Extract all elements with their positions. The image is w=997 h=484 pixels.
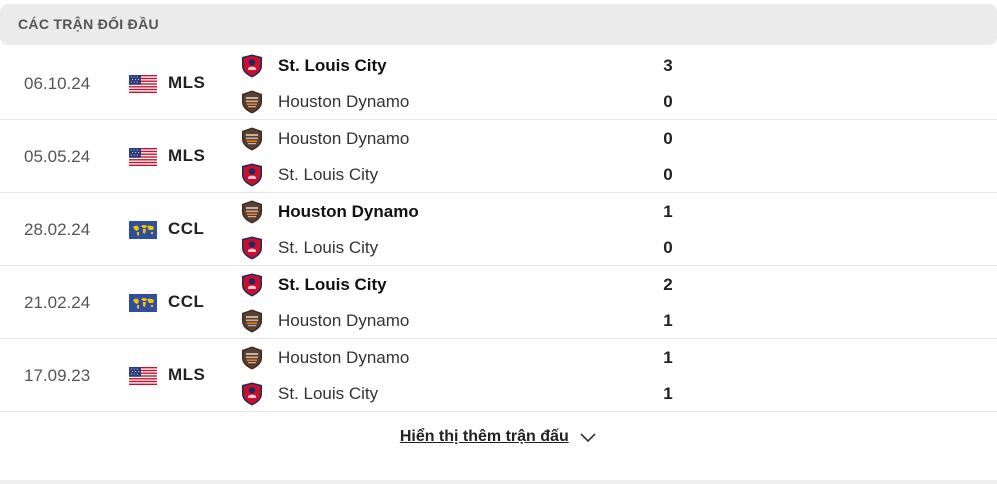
- st-louis-city-crest-icon: [241, 382, 263, 406]
- show-more-link[interactable]: Hiển thị thêm trận đấu: [399, 428, 569, 445]
- match-date: 28.02.24: [24, 220, 91, 239]
- team-score: 0: [663, 238, 673, 257]
- team-name[interactable]: St. Louis City: [278, 238, 379, 257]
- usa-flag-icon: [129, 367, 157, 385]
- head-to-head-header: CÁC TRẬN ĐỐI ĐẦU: [0, 4, 997, 45]
- team-score: 1: [663, 202, 673, 221]
- houston-dynamo-crest-icon: [241, 127, 263, 151]
- team-row-away[interactable]: St. Louis City 1: [241, 381, 681, 407]
- match-row[interactable]: 05.05.24 MLS Houston Dynamo 0 St. Louis City…: [0, 120, 997, 193]
- usa-flag-icon: [129, 75, 157, 93]
- st-louis-city-crest-icon: [241, 163, 263, 187]
- team-row-home[interactable]: Houston Dynamo 1: [241, 345, 681, 371]
- competition-label: CCL: [168, 292, 205, 311]
- team-score: 1: [663, 384, 673, 403]
- usa-flag-icon: [129, 148, 157, 166]
- match-date: 06.10.24: [24, 74, 91, 93]
- team-score: 0: [663, 165, 673, 184]
- team-score: 3: [663, 56, 673, 75]
- team-score: 2: [663, 275, 673, 294]
- team-name[interactable]: St. Louis City: [278, 384, 379, 403]
- houston-dynamo-crest-icon: [241, 346, 263, 370]
- match-row[interactable]: 06.10.24 MLS St. Louis City 3 Houston Dynamo…: [0, 47, 997, 120]
- bottom-divider: [0, 480, 997, 484]
- houston-dynamo-crest-icon: [241, 90, 263, 114]
- team-name[interactable]: St. Louis City: [278, 275, 387, 294]
- team-score: 1: [663, 348, 673, 367]
- team-score: 0: [663, 92, 673, 111]
- chevron-down-icon[interactable]: [579, 431, 597, 443]
- section-title: CÁC TRẬN ĐỐI ĐẦU: [18, 16, 159, 32]
- match-date: 05.05.24: [24, 147, 91, 166]
- world-map-flag-icon: [129, 221, 157, 239]
- team-name[interactable]: St. Louis City: [278, 165, 379, 184]
- team-name[interactable]: St. Louis City: [278, 56, 387, 75]
- match-row[interactable]: 17.09.23 MLS Houston Dynamo 1 St. Louis City…: [0, 339, 997, 412]
- competition-label: MLS: [168, 365, 206, 384]
- st-louis-city-crest-icon: [241, 54, 263, 78]
- competition-label: CCL: [168, 219, 205, 238]
- show-more-row: Hiển thị thêm trận đấu: [0, 428, 997, 452]
- team-name[interactable]: Houston Dynamo: [278, 348, 410, 367]
- match-date: 21.02.24: [24, 293, 91, 312]
- team-row-away[interactable]: St. Louis City 0: [241, 235, 681, 261]
- competition-label: MLS: [168, 73, 206, 92]
- team-row-home[interactable]: Houston Dynamo 0: [241, 126, 681, 152]
- team-row-home[interactable]: St. Louis City 2: [241, 272, 681, 298]
- team-score: 1: [663, 311, 673, 330]
- team-row-home[interactable]: Houston Dynamo 1: [241, 199, 681, 225]
- team-name[interactable]: Houston Dynamo: [278, 202, 419, 221]
- world-map-flag-icon: [129, 294, 157, 312]
- match-row[interactable]: 21.02.24 CCL St. Louis City 2 Houston Dynamo…: [0, 266, 997, 339]
- team-row-home[interactable]: St. Louis City 3: [241, 53, 681, 79]
- st-louis-city-crest-icon: [241, 273, 263, 297]
- houston-dynamo-crest-icon: [241, 200, 263, 224]
- team-name[interactable]: Houston Dynamo: [278, 311, 410, 330]
- team-name[interactable]: Houston Dynamo: [278, 129, 410, 148]
- team-score: 0: [663, 129, 673, 148]
- competition-label: MLS: [168, 146, 206, 165]
- team-row-away[interactable]: Houston Dynamo 0: [241, 89, 681, 115]
- st-louis-city-crest-icon: [241, 236, 263, 260]
- match-date: 17.09.23: [24, 366, 91, 385]
- team-name[interactable]: Houston Dynamo: [278, 92, 410, 111]
- team-row-away[interactable]: St. Louis City 0: [241, 162, 681, 188]
- match-row[interactable]: 28.02.24 CCL Houston Dynamo 1 St. Louis City…: [0, 193, 997, 266]
- team-row-away[interactable]: Houston Dynamo 1: [241, 308, 681, 334]
- houston-dynamo-crest-icon: [241, 309, 263, 333]
